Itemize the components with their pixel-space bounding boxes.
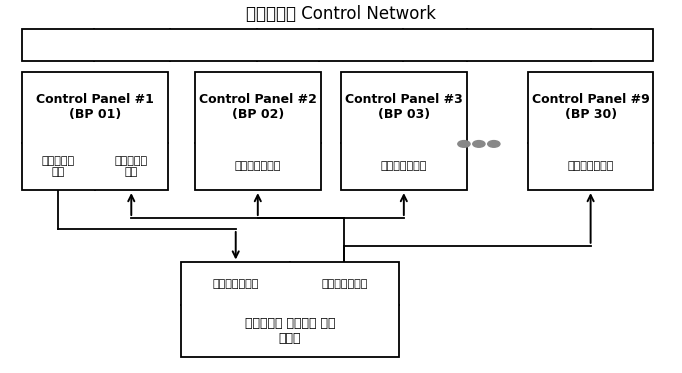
Text: 디지털출력카드: 디지털출력카드 <box>321 279 368 289</box>
Bar <box>22 29 653 61</box>
Text: Control Panel #1
(BP 01): Control Panel #1 (BP 01) <box>36 93 153 121</box>
Bar <box>528 72 653 190</box>
Text: 디지털입력카드: 디지털입력카드 <box>235 162 281 172</box>
Text: Control Panel #2
(BP 02): Control Panel #2 (BP 02) <box>199 93 316 121</box>
Text: 디지털출력
카드: 디지털출력 카드 <box>42 156 75 177</box>
Circle shape <box>473 141 485 147</box>
Text: Control Panel #3
(BP 03): Control Panel #3 (BP 03) <box>345 93 462 121</box>
Text: 디지털입력
카드: 디지털입력 카드 <box>115 156 148 177</box>
Text: 디지털입력카드: 디지털입력카드 <box>213 279 259 289</box>
Text: 디지털입력카드: 디지털입력카드 <box>381 162 427 172</box>
Text: 제어시스템 Control Network: 제어시스템 Control Network <box>246 5 436 23</box>
Bar <box>195 72 321 190</box>
Text: 디지털입력카드: 디지털입력카드 <box>567 162 614 172</box>
Text: Control Panel #9
(BP 30): Control Panel #9 (BP 30) <box>532 93 649 121</box>
Text: 제어시스템 응답시간 측정
시스템: 제어시스템 응답시간 측정 시스템 <box>245 317 336 345</box>
Circle shape <box>458 141 470 147</box>
Bar <box>22 72 168 190</box>
Bar <box>181 262 399 357</box>
Circle shape <box>488 141 500 147</box>
Bar <box>341 72 466 190</box>
